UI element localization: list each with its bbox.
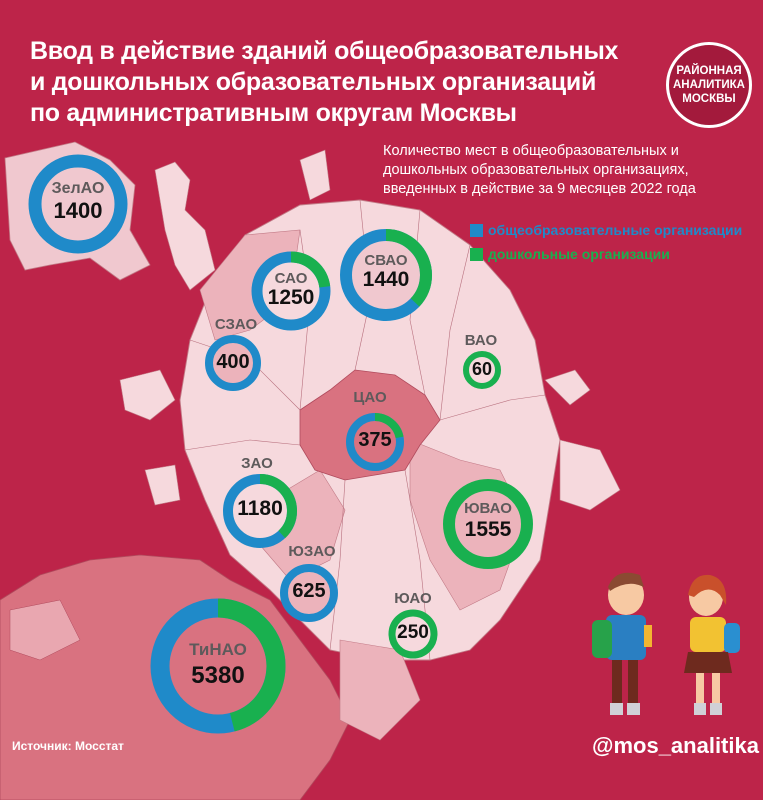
- social-handle: @mos_analitika: [592, 733, 759, 758]
- donut-szao: 400: [203, 333, 263, 393]
- logo: РАЙОННАЯ АНАЛИТИКА МОСКВЫ: [666, 42, 752, 128]
- district-label: ЗелАО: [51, 180, 105, 197]
- district-value: 1555: [464, 518, 512, 541]
- donut-ring: [463, 351, 501, 389]
- donut-ring: [443, 479, 533, 569]
- district-value: 1440: [362, 268, 410, 291]
- district-value: 625: [292, 580, 326, 602]
- legend-swatch-green: [470, 247, 483, 261]
- legend-label: общеобразовательные организации: [488, 222, 743, 238]
- district-label-szao: СЗАО: [214, 316, 258, 333]
- subtitle: Количество мест в общеобразовательных и …: [383, 142, 761, 199]
- district-value: 1180: [237, 497, 283, 520]
- logo-line: МОСКВЫ: [682, 93, 736, 105]
- legend: общеобразовательные организации дошкольн…: [470, 222, 742, 270]
- district-value: 5380: [191, 662, 245, 689]
- district-value: 400: [216, 351, 250, 373]
- district-label-cao: ЦАО: [353, 389, 387, 406]
- donut-yuvao: ЮВАО 1555: [442, 478, 534, 570]
- legend-swatch-blue: [470, 223, 483, 237]
- boy-icon: [592, 572, 652, 715]
- donut-ring: [205, 335, 261, 391]
- page-title: Ввод в действие зданий общеобразовательн…: [30, 36, 650, 129]
- donut-zao: 1180: [221, 472, 299, 550]
- district-label-zao: ЗАО: [241, 455, 273, 472]
- title-line: Ввод в действие зданий общеобразовательн…: [30, 37, 619, 65]
- district-value: 60: [471, 359, 493, 379]
- district-label: САО: [274, 270, 308, 287]
- district-value: 1400: [53, 198, 103, 223]
- title-line: и дошкольных образовательных организаций: [30, 68, 597, 96]
- title-line: по административным округам Москвы: [30, 99, 517, 127]
- legend-item-general: общеобразовательные организации: [470, 222, 742, 238]
- donut-ring: [346, 413, 404, 471]
- donut-tinao: ТиНАО 5380: [150, 598, 286, 734]
- donut-ring: [340, 229, 432, 321]
- girl-icon: [684, 574, 740, 715]
- donut-yuao: 250: [387, 608, 439, 660]
- subtitle-line: дошкольных образовательных организациях,: [383, 162, 689, 178]
- subtitle-line: введенных в действие за 9 месяцев 2022 г…: [383, 181, 696, 197]
- source-note: Источник: Мосстат: [12, 739, 124, 753]
- district-value: 1250: [267, 286, 315, 309]
- district-label-yuzao: ЮЗАО: [288, 543, 336, 560]
- subtitle-line: Количество мест в общеобразовательных и: [383, 143, 679, 159]
- donut-zelao: ЗелАО 1400: [27, 153, 129, 255]
- donut-cao: 375: [344, 411, 406, 473]
- donut-sao: САО 1250: [250, 250, 332, 332]
- legend-label: дошкольные организации: [488, 246, 670, 262]
- donut-ring: [150, 598, 286, 734]
- district-label-vao: ВАО: [464, 332, 498, 349]
- donut-ring: [251, 251, 331, 331]
- district-value: 375: [358, 429, 392, 451]
- donut-ring: [388, 609, 438, 659]
- donut-ring: [280, 564, 338, 622]
- district-label: СВАО: [364, 252, 408, 269]
- district-label: ТиНАО: [189, 640, 247, 659]
- donut-yuzao: 625: [278, 562, 340, 624]
- district-label-yuao: ЮАО: [394, 590, 432, 607]
- donut-vao: 60: [462, 350, 502, 390]
- schoolchildren-illustration: [592, 572, 740, 715]
- donut-ring: [28, 154, 128, 254]
- district-value: 250: [397, 622, 429, 643]
- legend-item-preschool: дошкольные организации: [470, 246, 742, 262]
- donut-svao: СВАО 1440: [339, 228, 433, 322]
- logo-line: РАЙОННАЯ: [676, 65, 742, 77]
- district-label: ЮВАО: [464, 500, 512, 517]
- logo-line: АНАЛИТИКА: [672, 79, 745, 91]
- donut-ring: [223, 474, 297, 548]
